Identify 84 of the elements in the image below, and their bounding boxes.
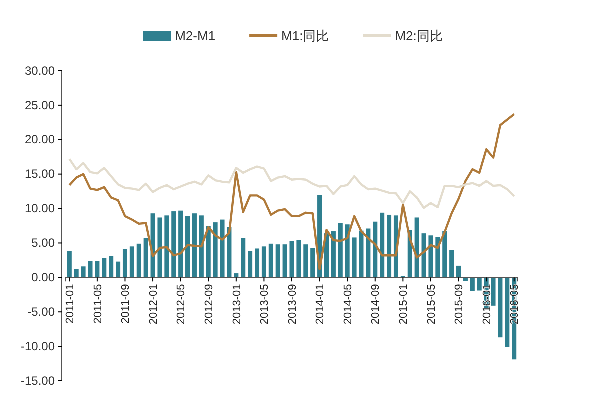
bar xyxy=(373,222,378,278)
bar xyxy=(296,240,302,278)
bar xyxy=(144,238,148,278)
x-tick-label: 2011-01 xyxy=(64,284,76,324)
bar xyxy=(359,230,364,278)
bar xyxy=(282,244,288,278)
bar xyxy=(304,244,308,278)
x-tick-label: 2013-09 xyxy=(286,284,299,325)
y-tick-label: 5.00 xyxy=(32,236,56,250)
bar xyxy=(109,256,114,278)
y-tick-label: 10.00 xyxy=(24,202,56,216)
x-tick-label: 2012-05 xyxy=(176,284,188,325)
x-tick-label: 2015-05 xyxy=(426,284,438,325)
y-tick-label: -5.00 xyxy=(28,304,56,319)
x-tick-label: 2014-09 xyxy=(370,284,382,325)
bar xyxy=(95,261,100,278)
bar xyxy=(241,238,246,278)
y-tick-label: 30.00 xyxy=(24,64,56,78)
x-tick-label: 2012-09 xyxy=(203,284,216,325)
legend-label: M2:同比 xyxy=(395,28,443,44)
bar xyxy=(352,238,357,278)
x-tick-label: 2014-01 xyxy=(314,284,327,325)
bar xyxy=(338,223,343,278)
legend-label: M1:同比 xyxy=(282,28,330,44)
x-tick-label: 2016-01 xyxy=(481,284,494,325)
bar xyxy=(116,262,121,278)
bar xyxy=(81,266,86,278)
bar xyxy=(199,216,204,278)
bar xyxy=(178,210,184,278)
bar xyxy=(491,278,496,306)
bar xyxy=(122,249,128,278)
bar xyxy=(192,214,197,278)
bar xyxy=(88,261,93,278)
bar xyxy=(505,278,510,348)
x-tick-label: 2013-01 xyxy=(231,284,244,325)
x-tick-label: 2011-09 xyxy=(120,284,132,324)
line-series xyxy=(68,158,516,210)
bar xyxy=(498,278,503,338)
bar xyxy=(172,212,176,278)
y-tick-label: 15.00 xyxy=(24,167,56,182)
x-tick-label: 2014-05 xyxy=(342,284,354,325)
bar xyxy=(268,244,274,278)
bar xyxy=(164,216,170,278)
x-tick-label: 2015-01 xyxy=(398,284,410,325)
bar xyxy=(290,241,294,278)
bar xyxy=(248,251,253,278)
bar xyxy=(227,227,232,278)
x-tick-label: 2013-05 xyxy=(259,284,272,325)
bar xyxy=(366,228,371,278)
bar xyxy=(102,258,107,278)
bar xyxy=(442,232,448,278)
bar xyxy=(331,232,336,278)
legend-label: M2-M1 xyxy=(175,28,216,44)
bar xyxy=(213,222,218,278)
x-tick-label: 2012-01 xyxy=(148,284,160,325)
line-series xyxy=(68,113,516,270)
y-tick-label: 0.00 xyxy=(32,270,56,285)
bar xyxy=(380,212,385,278)
bar xyxy=(67,251,72,278)
bar xyxy=(470,278,475,292)
bar xyxy=(276,244,280,278)
bar xyxy=(387,214,392,278)
bar xyxy=(414,218,420,278)
y-tick-label: -15.00 xyxy=(20,374,56,388)
bar xyxy=(74,269,79,278)
x-tick-label: 2011-05 xyxy=(92,284,104,324)
x-tick-label: 2016-05 xyxy=(509,284,522,325)
bar xyxy=(310,248,316,278)
bar xyxy=(422,234,426,278)
bar xyxy=(130,246,134,278)
bar xyxy=(220,220,225,278)
bar xyxy=(477,278,482,291)
y-tick-label: 20.00 xyxy=(24,132,56,147)
bar xyxy=(186,216,190,278)
bar xyxy=(262,246,266,278)
bar xyxy=(456,266,462,278)
bar xyxy=(136,244,142,278)
x-tick-label: 2015-09 xyxy=(454,284,466,325)
bar xyxy=(428,236,434,278)
bar xyxy=(450,250,454,278)
bar xyxy=(158,218,162,278)
y-tick-label: -10.00 xyxy=(20,339,56,354)
bar xyxy=(255,248,260,278)
y-tick-label: 25.00 xyxy=(24,98,56,112)
